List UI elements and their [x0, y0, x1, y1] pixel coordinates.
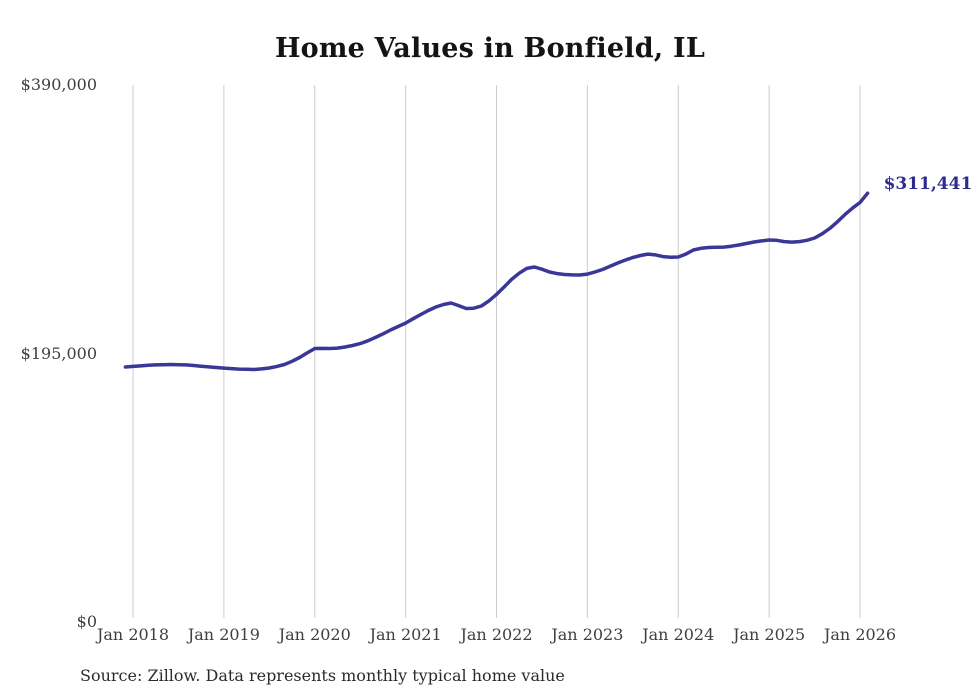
- y-tick-label: $0: [76, 612, 97, 631]
- x-tick-label: Jan 2020: [278, 625, 351, 644]
- home-value-line: [123, 191, 870, 372]
- x-tick-label: Jan 2024: [642, 625, 715, 644]
- x-tick-label: Jan 2019: [187, 625, 260, 644]
- x-tick-label: Jan 2018: [96, 625, 170, 644]
- x-tick-label: Jan 2022: [460, 625, 533, 644]
- y-tick-label: $390,000: [20, 75, 97, 94]
- latest-value-label: $311,441: [883, 174, 973, 195]
- y-tick-label: $195,000: [20, 343, 97, 363]
- source-note: Source: Zillow. Data represents monthly …: [80, 666, 565, 685]
- x-tick-label: Jan 2023: [551, 625, 624, 644]
- x-tick-label: Jan 2026: [823, 625, 897, 644]
- x-tick-label: Jan 2025: [733, 625, 806, 644]
- gridlines: [132, 85, 861, 618]
- x-tick-label: Jan 2021: [369, 625, 442, 644]
- chart-title: Home Values in Bonfield, IL: [274, 33, 706, 64]
